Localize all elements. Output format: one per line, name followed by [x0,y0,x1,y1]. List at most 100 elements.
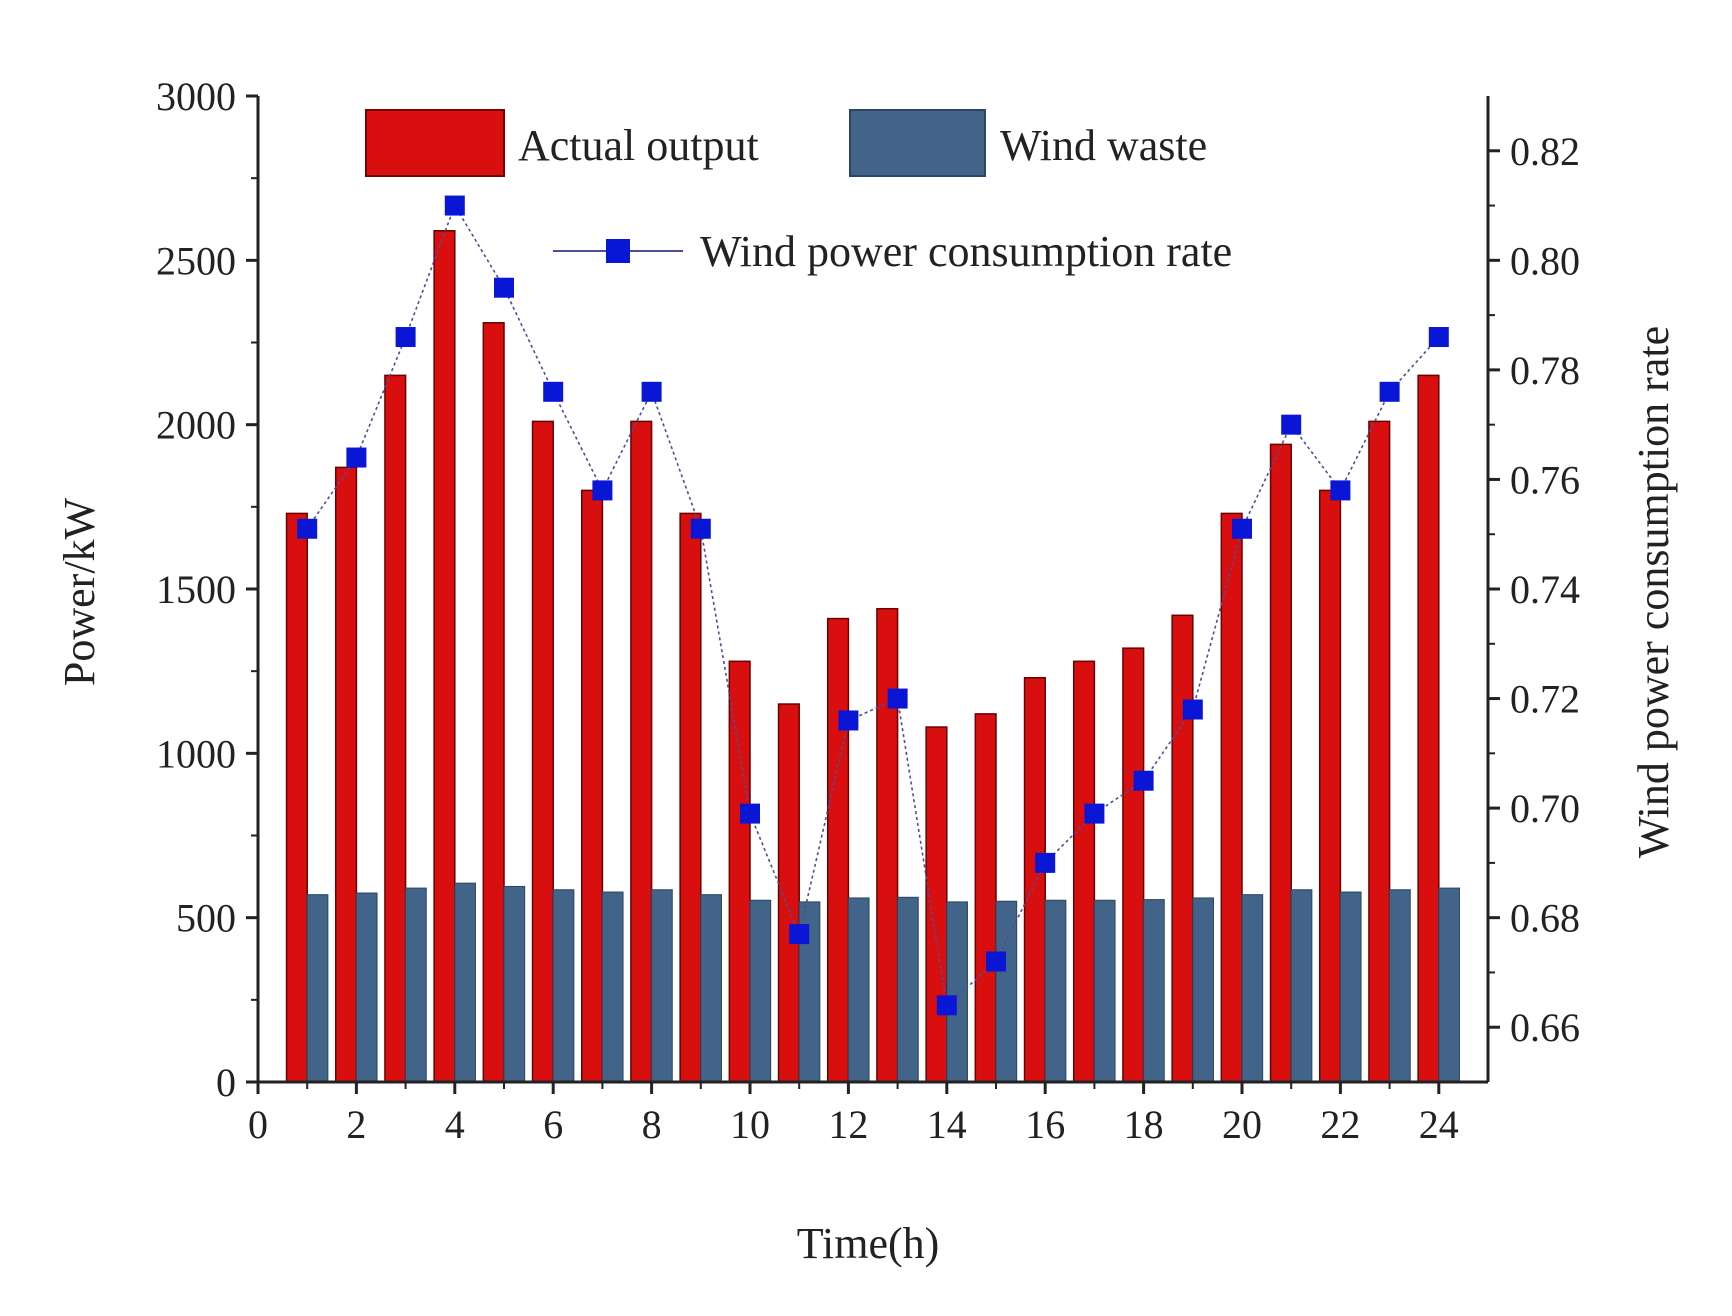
y2-tick-label: 0.76 [1510,457,1580,502]
consumption-rate-marker [1084,803,1105,824]
bar-wind-waste [1241,894,1264,1083]
x-tick-label: 14 [927,1102,967,1147]
y-tick-label: 2000 [156,403,236,448]
legend-label-actual-output: Actual output [518,121,759,170]
y-tick-label: 0 [216,1060,236,1105]
y-tick-label: 1000 [156,731,236,776]
x-tick-label: 12 [828,1102,868,1147]
bar-wind-waste [405,887,427,1083]
bar-actual-output [974,713,997,1083]
bar-wind-waste [749,899,772,1083]
bar-wind-waste [1192,897,1214,1083]
bar-wind-waste [454,882,476,1083]
bar-actual-output [1220,512,1243,1083]
bar-wind-waste [847,897,870,1083]
consumption-rate-marker [494,277,514,298]
y2-tick-label: 0.70 [1510,786,1580,831]
bar-actual-output [433,230,456,1083]
y2-tick-label: 0.68 [1510,896,1580,941]
bar-wind-waste [355,892,378,1083]
y2-tick-label: 0.80 [1510,238,1580,283]
bar-wind-waste [1143,899,1165,1083]
y-tick-label: 3000 [156,74,236,119]
x-tick-label: 6 [543,1102,563,1147]
bar-wind-waste [503,885,526,1083]
bar-wind-waste [601,891,624,1083]
bar-wind-waste [1044,899,1067,1083]
bar-wind-waste [306,894,329,1083]
x-tick-label: 0 [248,1102,268,1147]
bar-actual-output [1368,420,1391,1083]
y2-axis-title: Wind power consumption rate [1629,326,1678,858]
bar-actual-output [334,466,358,1083]
x-axis-title: Time(h) [797,1219,940,1268]
x-tick-label: 20 [1222,1102,1262,1147]
bar-wind-waste [651,889,673,1083]
bar-actual-output [1122,647,1145,1083]
consumption-rate-marker [297,518,318,539]
y2-tick-label: 0.72 [1510,677,1580,722]
consumption-rate-marker [641,381,662,402]
bar-actual-output [728,660,751,1083]
y2-tick-label: 0.66 [1510,1005,1580,1050]
consumption-rate-marker [887,688,908,709]
y2-tick-label: 0.82 [1510,129,1580,174]
consumption-rate-marker [395,327,416,348]
bar-wind-waste [552,889,575,1083]
consumption-rate-marker [1182,699,1203,720]
y2-tick-label: 0.74 [1510,567,1580,612]
consumption-rate-marker [1330,480,1351,501]
x-tick-label: 2 [346,1102,366,1147]
x-tick-label: 22 [1320,1102,1360,1147]
consumption-rate-marker [1035,852,1056,873]
consumption-rate-marker [1428,327,1449,348]
bar-actual-output [1417,374,1440,1083]
bar-wind-waste [995,900,1018,1083]
bar-wind-waste [897,896,919,1083]
bar-wind-waste [1438,887,1460,1083]
consumption-rate-marker [690,518,711,539]
bar-actual-output [630,420,653,1083]
consumption-rate-marker [986,951,1006,972]
consumption-rate-line [306,203,1440,1007]
y-axis-title: Power/kW [55,497,104,686]
legend-label-consumption-rate: Wind power consumption rate [700,227,1232,276]
x-tick-label: 8 [642,1102,662,1147]
x-tick-label: 18 [1124,1102,1164,1147]
bar-actual-output [1171,614,1194,1083]
legend-swatch-actual-output [365,109,505,177]
bar-wind-waste [1389,889,1411,1083]
consumption-rate-marker [1379,381,1400,402]
bar-actual-output [482,322,505,1083]
y-tick-label: 1500 [156,567,236,612]
consumption-rate-marker [346,447,367,468]
consumption-rate-marker [444,195,465,216]
axes-layer: 0 2 4 6 8 10 12 14 16 18 20 22 240500100015002000250… [156,74,1580,1147]
bar-actual-output [1023,676,1046,1083]
legend-label-wind-waste: Wind waste [1000,121,1207,170]
bar-actual-output [285,512,308,1083]
y-tick-label: 2500 [156,238,236,283]
consumption-rate-marker [740,803,760,824]
bar-actual-output [384,374,407,1083]
consumption-rate-marker [1281,414,1302,435]
consumption-rate-marker [1232,518,1252,539]
y-tick-label: 500 [176,896,236,941]
bar-actual-output [1072,660,1096,1083]
consumption-rate-marker [543,381,564,402]
bar-actual-output [876,607,899,1083]
bar-actual-output [826,617,850,1083]
bar-actual-output [580,489,604,1083]
bars-layer [285,230,1460,1083]
bar-wind-waste [700,894,722,1083]
legend-swatch-wind-waste [849,109,986,177]
consumption-rate-marker [1133,770,1154,791]
bar-wind-waste [1093,899,1116,1083]
bar-wind-waste [946,901,968,1083]
bar-actual-output [1318,489,1342,1083]
bar-actual-output [679,512,702,1083]
x-tick-label: 24 [1419,1102,1459,1147]
y2-tick-label: 0.78 [1510,348,1580,393]
